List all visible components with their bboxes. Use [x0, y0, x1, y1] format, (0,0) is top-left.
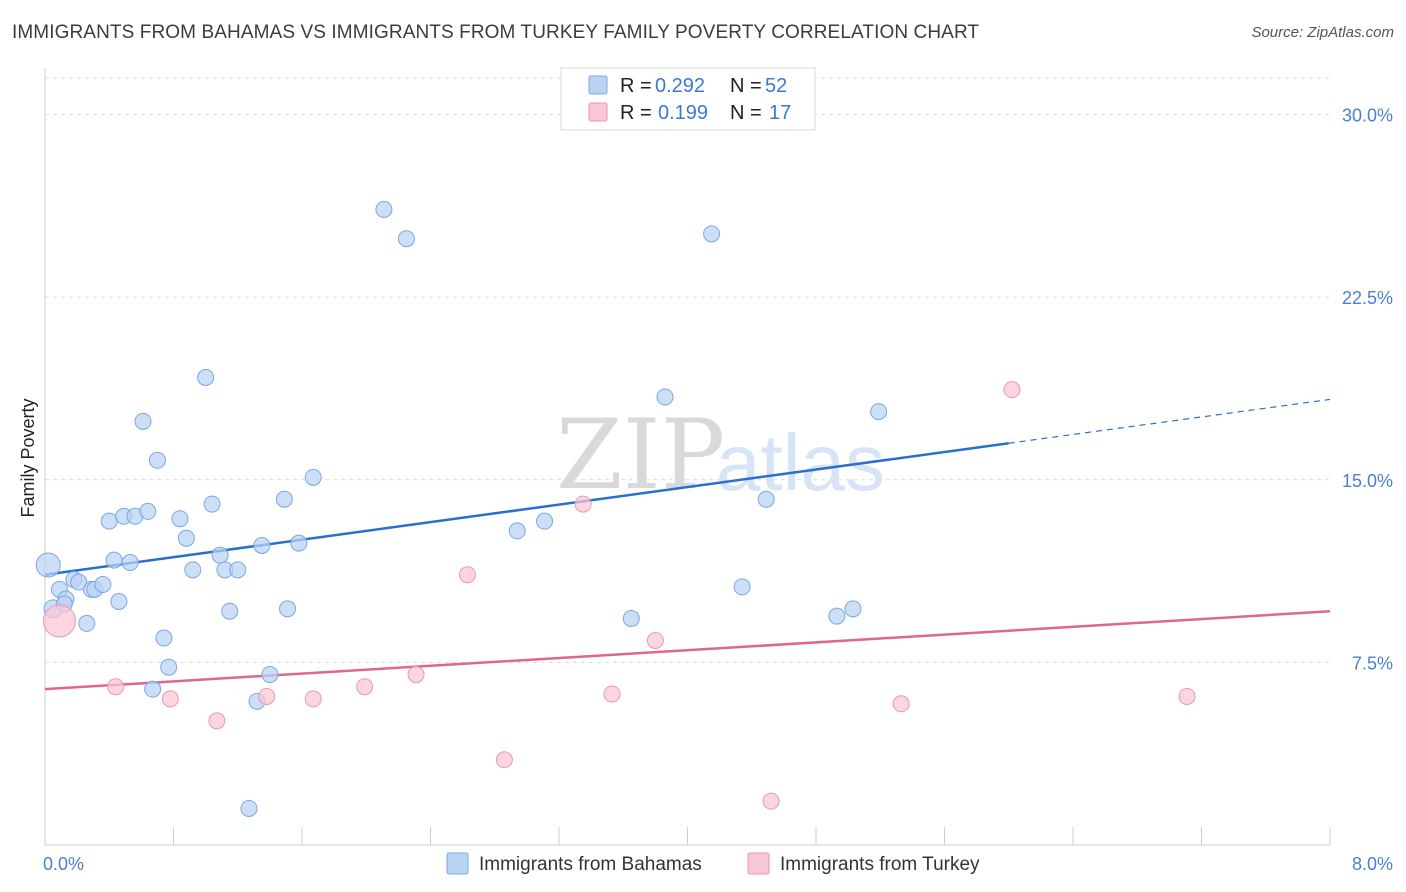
- point-turkey: [258, 687, 276, 705]
- point-turkey: [458, 566, 476, 584]
- legend-r-label-bahamas: R =: [620, 75, 652, 97]
- point-bahamas: [94, 575, 112, 593]
- point-turkey: [892, 695, 910, 713]
- axes: [44, 68, 1331, 846]
- point-bahamas: [240, 799, 258, 817]
- point-turkey: [407, 666, 425, 684]
- point-bahamas: [78, 614, 96, 632]
- point-bahamas: [134, 412, 152, 430]
- legend-r-value-bahamas: 0.292: [655, 75, 705, 97]
- point-bahamas: [211, 546, 229, 564]
- legend-r-label-turkey: R =: [620, 102, 652, 124]
- point-bahamas: [828, 607, 846, 625]
- series-legend: Immigrants from Bahamas Immigrants from …: [446, 852, 980, 875]
- point-bahamas: [100, 512, 118, 530]
- point-bahamas: [144, 680, 162, 698]
- point-bahamas: [229, 561, 247, 579]
- point-bahamas: [139, 502, 157, 520]
- point-turkey: [574, 495, 592, 513]
- point-turkey: [495, 751, 513, 769]
- point-bahamas: [171, 510, 189, 528]
- series-legend-swatch-bahamas: [446, 852, 469, 875]
- legend-n-value-bahamas: 52: [765, 75, 787, 97]
- point-bahamas: [622, 610, 640, 628]
- point-bahamas: [110, 593, 128, 611]
- point-bahamas: [375, 200, 393, 218]
- point-turkey: [304, 690, 322, 708]
- watermark-atlas: atlas: [716, 418, 885, 507]
- point-bahamas: [121, 554, 139, 572]
- point-turkey: [356, 678, 374, 696]
- series-legend-swatch-turkey: [747, 852, 770, 875]
- point-bahamas: [304, 468, 322, 486]
- legend-swatch-turkey: [588, 102, 608, 122]
- trend-lines: [44, 398, 1331, 691]
- point-bahamas: [870, 403, 888, 421]
- trend-line-bahamas-extension: [1008, 398, 1331, 444]
- point-bahamas: [177, 529, 195, 547]
- point-turkey: [161, 690, 179, 708]
- watermark: ZIP atlas: [556, 399, 885, 511]
- point-bahamas: [844, 600, 862, 618]
- x-tick-labels: 0.0% 8.0%: [43, 854, 1393, 874]
- point-turkey: [1003, 381, 1021, 399]
- point-bahamas: [656, 388, 674, 406]
- trend-line-bahamas: [44, 441, 1009, 576]
- point-turkey: [603, 685, 621, 703]
- point-bahamas: [148, 451, 166, 469]
- y-tick-label: 22.5%: [1342, 288, 1393, 308]
- source-credit: Source: ZipAtlas.com: [1251, 24, 1394, 41]
- y-tick-labels: 7.5% 15.0% 22.5% 30.0%: [1342, 106, 1393, 674]
- legend-n-label-bahamas: N =: [730, 75, 762, 97]
- point-bahamas: [70, 573, 88, 591]
- point-bahamas: [160, 658, 178, 676]
- data-points: [35, 200, 1196, 817]
- chart-title: IMMIGRANTS FROM BAHAMAS VS IMMIGRANTS FR…: [12, 22, 980, 43]
- y-tick-label: 30.0%: [1342, 106, 1393, 126]
- point-bahamas: [203, 495, 221, 513]
- point-turkey: [208, 712, 226, 730]
- legend-n-label-turkey: N =: [730, 102, 762, 124]
- point-bahamas: [221, 602, 239, 620]
- point-bahamas: [184, 561, 202, 579]
- point-turkey: [1178, 687, 1196, 705]
- point-turkey: [762, 792, 780, 810]
- y-axis-title: Family Poverty: [18, 398, 38, 517]
- point-bahamas: [733, 578, 751, 596]
- y-tick-label: 7.5%: [1352, 653, 1393, 673]
- x-tick-label: 0.0%: [43, 854, 84, 874]
- point-bahamas: [261, 666, 279, 684]
- point-bahamas: [105, 551, 123, 569]
- point-bahamas: [275, 490, 293, 508]
- point-bahamas: [757, 490, 775, 508]
- point-bahamas: [197, 368, 215, 386]
- point-bahamas: [536, 512, 554, 530]
- point-turkey: [42, 604, 76, 638]
- point-bahamas: [253, 537, 271, 555]
- legend-swatch-bahamas: [588, 75, 608, 95]
- series-legend-label-turkey: Immigrants from Turkey: [780, 854, 980, 875]
- point-turkey: [107, 678, 125, 696]
- series-legend-label-bahamas: Immigrants from Bahamas: [479, 854, 702, 875]
- point-bahamas: [155, 629, 173, 647]
- point-turkey: [646, 631, 664, 649]
- point-bahamas: [397, 230, 415, 248]
- point-bahamas: [703, 225, 721, 243]
- point-bahamas: [290, 534, 308, 552]
- trend-line-turkey: [44, 609, 1331, 691]
- x-tick-label: 8.0%: [1352, 854, 1393, 874]
- legend-n-value-turkey: 17: [769, 102, 791, 124]
- point-bahamas: [279, 600, 297, 618]
- stats-legend: R = 0.292 N = 52 R = 0.199 N = 17: [560, 67, 816, 131]
- y-tick-label: 15.0%: [1342, 471, 1393, 491]
- point-bahamas: [35, 552, 61, 578]
- point-bahamas: [508, 522, 526, 540]
- legend-r-value-turkey: 0.199: [658, 102, 708, 124]
